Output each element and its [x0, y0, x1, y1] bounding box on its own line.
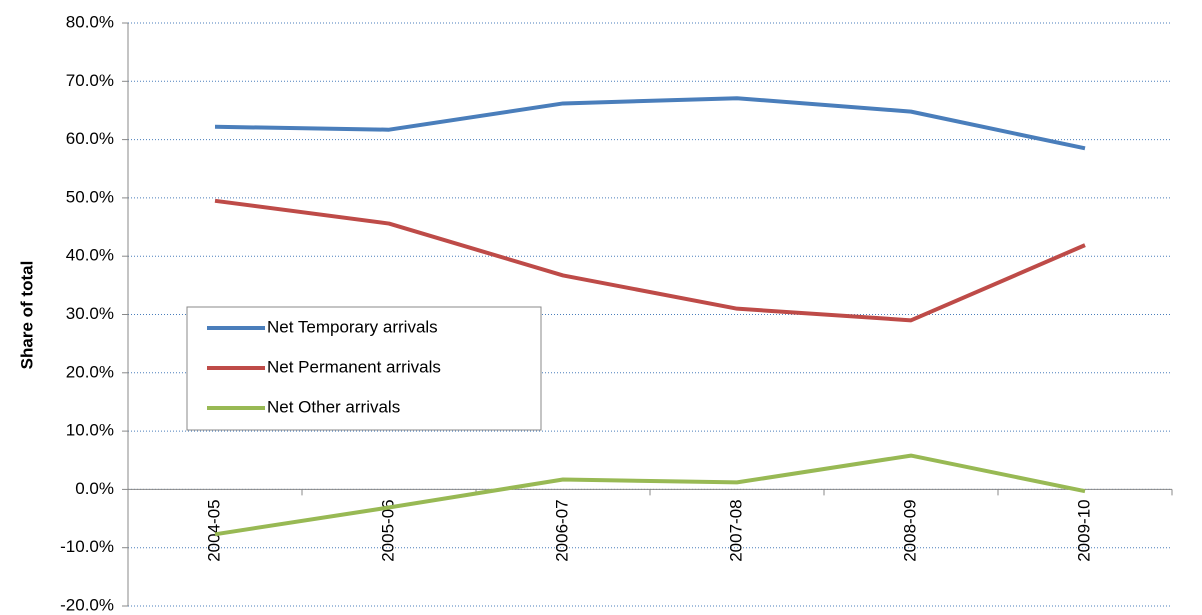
y-tick-label: 50.0% — [66, 187, 114, 206]
legend-label: Net Permanent arrivals — [267, 357, 441, 376]
y-tick-label: -20.0% — [60, 595, 114, 614]
y-tick-label: 10.0% — [66, 421, 114, 440]
series-line — [214, 453, 1086, 537]
y-tick-label: 40.0% — [66, 246, 114, 265]
y-tick-label: -10.0% — [60, 537, 114, 556]
series-line — [214, 96, 1086, 151]
x-tick-label: 2009-10 — [1074, 499, 1093, 561]
x-tick-label: 2004-05 — [204, 499, 223, 561]
y-tick-label: 60.0% — [66, 129, 114, 148]
x-tick-label: 2007-08 — [726, 499, 745, 561]
legend-label: Net Other arrivals — [267, 397, 400, 416]
x-tick-label: 2008-09 — [900, 499, 919, 561]
y-axis-label: Share of total — [17, 261, 36, 370]
y-tick-label: 20.0% — [66, 362, 114, 381]
y-tick-label: 0.0% — [75, 479, 114, 498]
y-tick-label: 30.0% — [66, 304, 114, 323]
x-tick-label: 2006-07 — [552, 499, 571, 561]
y-tick-label: 70.0% — [66, 71, 114, 90]
series-line — [214, 198, 1086, 323]
x-tick-label: 2005-06 — [378, 499, 397, 561]
y-tick-label: 80.0% — [66, 12, 114, 31]
legend-label: Net Temporary arrivals — [267, 317, 438, 336]
